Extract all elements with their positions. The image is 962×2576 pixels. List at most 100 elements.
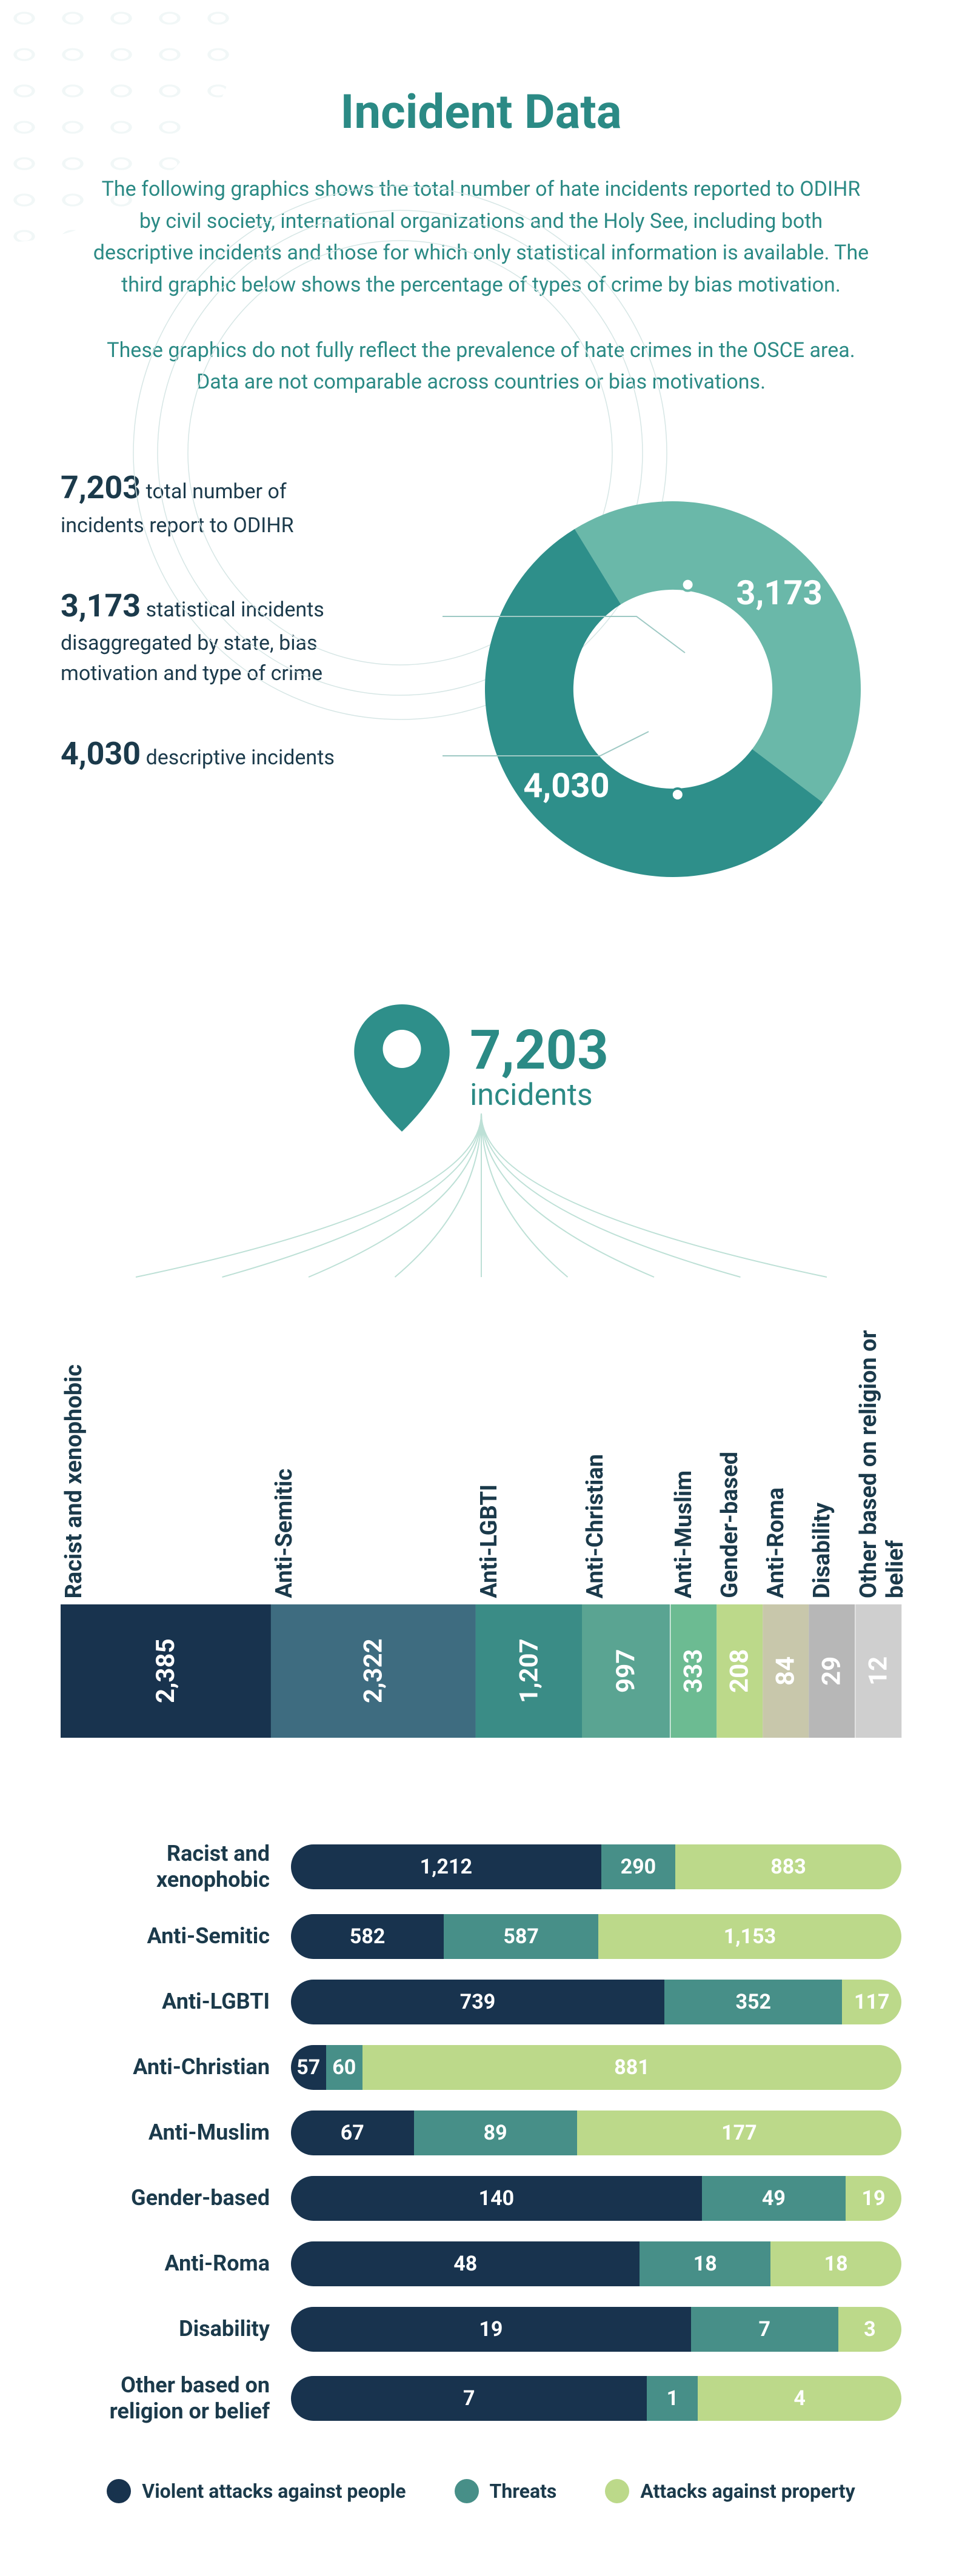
stacked-segment-threats: 290 [601, 1844, 675, 1889]
fan-line [222, 1113, 481, 1277]
stacked-row: Anti-Semitic5825871,153 [61, 1914, 901, 1959]
page-title: Incident Data [61, 85, 901, 140]
legend-label: Violent attacks against people [142, 2480, 406, 2503]
pin-section: 7,203 incidents [61, 1004, 901, 1277]
stacked-segment-threats: 1 [647, 2376, 698, 2421]
stacked-segment-property: 18 [770, 2241, 901, 2286]
fan-line [309, 1113, 481, 1277]
category-segment: 84 [763, 1604, 809, 1738]
stacked-segment-violent: 19 [291, 2307, 691, 2352]
fan-lines [87, 1113, 875, 1283]
stacked-bar-chart: Racist and xenophobic1,212290883 Anti-Sem… [61, 1841, 901, 2424]
stacked-segment-threats: 587 [444, 1914, 598, 1959]
legend-label: Attacks against property [640, 2480, 855, 2503]
category-segment: 333 [670, 1604, 716, 1738]
stacked-bar: 6789177 [291, 2111, 901, 2155]
donut-slice-label-1: 4,030 [523, 766, 609, 806]
stacked-row: Racist and xenophobic1,212290883 [61, 1841, 901, 1893]
pin: 7,203 incidents [353, 1004, 609, 1132]
stacked-segment-violent: 739 [291, 1980, 664, 2024]
category-label: Anti-Muslim [670, 1458, 716, 1598]
stacked-legend: Violent attacks against people Threats Att… [61, 2479, 901, 2503]
stacked-row-label: Gender-based [61, 2185, 291, 2211]
donut-desc-value: 4,030 [61, 735, 141, 772]
stacked-bar: 1404919 [291, 2176, 901, 2221]
stacked-segment-property: 883 [675, 1844, 901, 1889]
fan-line [395, 1113, 481, 1277]
donut-section: 7,203 total number of incidents report t… [61, 453, 901, 926]
donut-slice-label-0: 3,173 [736, 573, 822, 613]
stacked-segment-violent: 1,212 [291, 1844, 601, 1889]
stacked-segment-violent: 7 [291, 2376, 647, 2421]
donut-connector-dot [682, 579, 694, 591]
fan-line [481, 1113, 568, 1277]
stacked-segment-threats: 60 [326, 2045, 363, 2090]
stacked-row-label: Anti-Semitic [61, 1923, 291, 1949]
legend-item: Threats [455, 2479, 557, 2503]
pin-icon [353, 1004, 450, 1132]
stacked-row-label: Racist and xenophobic [61, 1841, 291, 1893]
stacked-row: Other based on religion or belief714 [61, 2372, 901, 2424]
stacked-row: Gender-based1404919 [61, 2176, 901, 2221]
donut-svg [443, 459, 903, 919]
category-strip: 2,3852,3221,207997333208842912 [61, 1604, 901, 1738]
disclaimer-text: These graphics do not fully reflect the … [93, 335, 869, 398]
stacked-row-label: Anti-Roma [61, 2251, 291, 2277]
category-segment: 2,385 [61, 1604, 271, 1738]
donut-legend-statistical: 3,173 statistical incidents disaggregate… [61, 583, 364, 689]
stacked-segment-violent: 48 [291, 2241, 640, 2286]
stacked-segment-property: 1,153 [598, 1914, 901, 1959]
donut-stat-value: 3,173 [61, 587, 141, 624]
stacked-segment-violent: 67 [291, 2111, 414, 2155]
fan-line [481, 1113, 654, 1277]
stacked-row-label: Other based on religion or belief [61, 2372, 291, 2424]
stacked-segment-threats: 7 [691, 2307, 838, 2352]
category-segment: 12 [855, 1604, 901, 1738]
legend-label: Threats [490, 2480, 557, 2503]
stacked-segment-violent: 57 [291, 2045, 326, 2090]
stacked-bar: 5825871,153 [291, 1914, 901, 1959]
pin-word: incidents [470, 1078, 609, 1113]
stacked-row-label: Anti-Christian [61, 2054, 291, 2080]
legend-item: Attacks against property [605, 2479, 855, 2503]
category-label: Gender-based [716, 1440, 763, 1598]
donut-slice-statistical [575, 501, 861, 802]
fan-line [136, 1113, 481, 1277]
stacked-segment-threats: 18 [640, 2241, 770, 2286]
fan-line [481, 1113, 827, 1277]
stacked-segment-threats: 49 [702, 2176, 846, 2221]
donut-legend-descriptive: 4,030 descriptive incidents [61, 731, 364, 776]
stacked-segment-property: 881 [362, 2045, 901, 2090]
stacked-row: Anti-LGBTI739352117 [61, 1980, 901, 2024]
stacked-bar: 739352117 [291, 1980, 901, 2024]
category-segment: 208 [716, 1604, 763, 1738]
stacked-segment-property: 4 [698, 2376, 901, 2421]
category-label: Anti-Christian [582, 1442, 670, 1598]
stacked-segment-property: 117 [842, 1980, 901, 2024]
stacked-bar: 1973 [291, 2307, 901, 2352]
donut-legend: 7,203 total number of incidents report t… [61, 453, 364, 819]
legend-dot [455, 2479, 479, 2503]
stacked-row: Anti-Roma481818 [61, 2241, 901, 2286]
stacked-segment-threats: 89 [414, 2111, 577, 2155]
category-labels: Racist and xenophobicAnti-SemiticAnti-LG… [61, 1313, 901, 1598]
legend-item: Violent attacks against people [107, 2479, 406, 2503]
donut-desc-label: descriptive incidents [146, 746, 335, 770]
donut-chart: 3,173 4,030 [400, 453, 901, 926]
donut-total-value: 7,203 [61, 469, 141, 506]
legend-dot [107, 2479, 131, 2503]
category-segment: 2,322 [271, 1604, 476, 1738]
donut-legend-total: 7,203 total number of incidents report t… [61, 465, 364, 541]
stacked-bar: 5760881 [291, 2045, 901, 2090]
pin-number: 7,203 [470, 1023, 609, 1078]
category-label: Racist and xenophobic [61, 1352, 271, 1598]
stacked-segment-property: 3 [838, 2307, 901, 2352]
stacked-row-label: Disability [61, 2316, 291, 2342]
stacked-segment-violent: 582 [291, 1914, 444, 1959]
category-segment: 1,207 [476, 1604, 583, 1738]
fan-line [481, 1113, 741, 1277]
category-label: Disability [809, 1490, 855, 1598]
stacked-row: Anti-Muslim6789177 [61, 2111, 901, 2155]
stacked-bar: 714 [291, 2376, 901, 2421]
stacked-bar: 481818 [291, 2241, 901, 2286]
